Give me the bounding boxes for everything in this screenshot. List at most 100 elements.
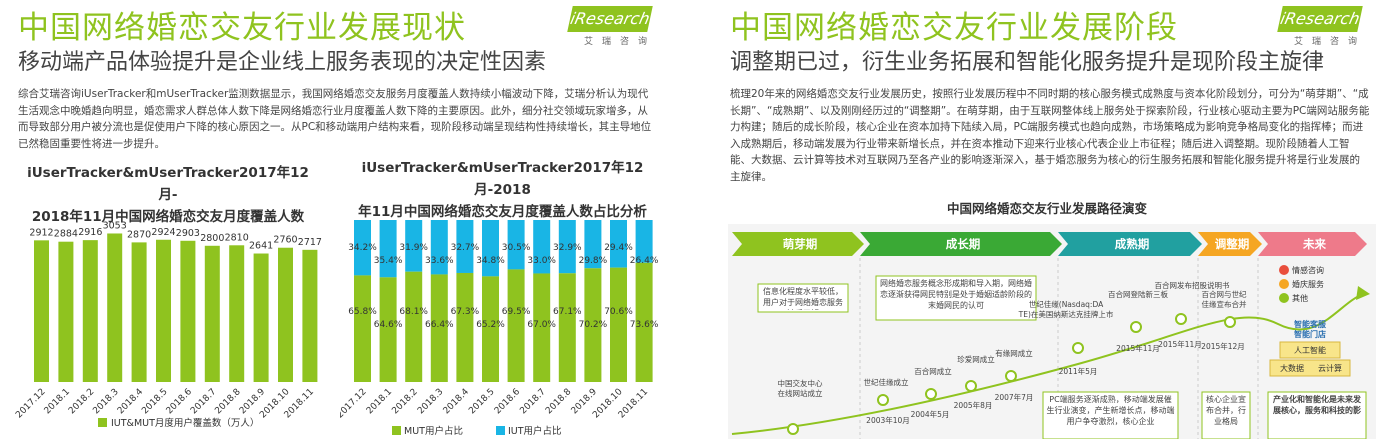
tick-label: 2018.1	[365, 387, 394, 416]
iresearch-logo-right: iResearch 艾瑞咨询	[1277, 4, 1363, 47]
bar-iut	[584, 220, 602, 269]
bar-mut	[635, 262, 653, 382]
summary-paragraph-right: 梳理20年来的网络婚恋交友行业发展历史，按照行业发展历程中不同时期的核心服务模式…	[730, 88, 1370, 183]
legend-swatch	[98, 418, 107, 427]
bar-mut	[507, 269, 525, 382]
event-marker	[1175, 313, 1187, 325]
note-box	[1201, 391, 1251, 439]
bar	[58, 241, 74, 382]
logo-sub: 艾瑞咨询	[584, 37, 657, 47]
future-block-title: 智能门店	[1294, 329, 1326, 339]
right-slide: 中国网络婚恋交友行业发展阶段 iResearch 艾瑞咨询 调整期已过，衍生业务…	[718, 0, 1376, 439]
logo-brand: iResearch	[567, 6, 653, 32]
bar-mut	[430, 274, 448, 382]
legend-label-mut: MUT用户占比	[404, 425, 463, 437]
chart1-title-line2: 2018年11月中国网络婚恋交友月度覆盖人数	[31, 209, 305, 225]
diagram-title: 中国网络婚恋交友行业发展路径演变	[946, 201, 1147, 216]
stage-arrow	[1058, 232, 1202, 256]
future-item-label: 其他	[1292, 293, 1308, 303]
event-marker	[1130, 321, 1142, 333]
event-year: 2007年7月	[995, 392, 1034, 402]
bar-mut	[610, 267, 627, 382]
data-label-mut: 66.4%	[425, 320, 454, 330]
event-label: 百合网与世纪佳缘宣布合并	[1202, 289, 1247, 309]
data-label-iut: 32.7%	[451, 243, 480, 253]
bar	[34, 240, 49, 382]
bar-iut	[430, 220, 448, 275]
event-year: 2015年11月	[1158, 339, 1202, 349]
tick-label: 2018.2	[390, 387, 419, 416]
bar-mut	[456, 272, 474, 382]
bar-iut	[405, 220, 423, 272]
note-text-wrap: 网络婚恋服务概念形成期和导入期，网络婚恋逐渐获得网民特别是处于婚姻适龄阶段的末婚…	[880, 279, 1032, 310]
future-block-title: 智能客服	[1294, 319, 1327, 329]
tick-label: 2018.2	[67, 387, 96, 416]
note-text: 核心企业宣布合并，行业格局	[1206, 395, 1246, 426]
event-year: 2004年5月	[911, 409, 950, 419]
data-label-mut: 70.2%	[579, 320, 608, 330]
note-box	[757, 283, 849, 313]
future-block-label: 云计算	[1318, 363, 1342, 373]
tick-label: 2018.7	[189, 387, 218, 416]
data-label: 2800	[200, 233, 224, 244]
data-label-iut: 35.4%	[374, 256, 403, 266]
data-label-mut: 65.8%	[348, 307, 377, 317]
bar	[302, 249, 318, 382]
bar-mut	[405, 271, 423, 382]
bar-iut	[533, 220, 551, 274]
chart2-title-line1: iUserTracker&mUserTracker2017年12月-2018	[361, 160, 644, 198]
tick-label: 2018.6	[165, 387, 195, 417]
tick-label: 2017.12	[14, 387, 47, 420]
tick-label: 2018.3	[416, 387, 445, 416]
event-year: 2015年12月	[1201, 341, 1245, 351]
page-title-right: 中国网络婚恋交友行业发展阶段	[730, 10, 1178, 46]
stage-arrow	[860, 232, 1062, 256]
summary-paragraph: 综合艾瑞咨询iUserTracker和mUserTracker监测数据显示，我国…	[18, 88, 652, 150]
bar	[131, 242, 147, 382]
data-label-mut: 73.6%	[630, 320, 659, 330]
event-year: 2015年11月	[1116, 343, 1160, 353]
note-text: 网络婚恋服务概念形成期和导入期，网络婚恋逐渐获得网民特别是处于婚姻适龄阶段的末婚…	[880, 279, 1032, 310]
page-title: 中国网络婚恋交友行业发展现状	[18, 10, 466, 46]
event-year: 2005年8月	[954, 400, 993, 410]
bar-iut	[354, 220, 371, 276]
bar-mut	[354, 275, 371, 382]
stage-label: 调整期	[1215, 237, 1250, 251]
event-label: 中国交友中心在线网站成立	[778, 378, 823, 398]
bar	[180, 240, 196, 382]
note-box	[1042, 391, 1179, 439]
bar	[82, 240, 98, 382]
data-label-mut: 70.6%	[604, 307, 633, 317]
data-label-iut: 30.5%	[502, 243, 531, 253]
tick-label: 2017.12	[340, 387, 369, 420]
data-label-iut: 34.8%	[476, 256, 505, 266]
data-label-mut: 69.5%	[502, 307, 531, 317]
stage-label: 成熟期	[1115, 237, 1150, 251]
stage-label: 成长期	[946, 237, 981, 251]
bar-iut	[507, 220, 525, 270]
tick-label: 2018.1	[43, 387, 72, 416]
data-label-iut: 29.4%	[604, 243, 633, 253]
note-box	[1267, 391, 1367, 439]
future-block	[1279, 341, 1341, 359]
stage-label: 未来	[1302, 237, 1326, 251]
bar	[253, 253, 269, 382]
data-label: 2916	[78, 227, 102, 238]
data-label-iut: 26.4%	[630, 256, 659, 266]
tick-label: 2018.4	[442, 387, 472, 417]
chart2-title-line2: 年11月中国网络婚恋交友月度覆盖人数占比分析	[358, 204, 647, 220]
event-marker	[965, 380, 977, 392]
data-label: 2903	[176, 228, 200, 239]
event-label: 百合网成立	[914, 366, 952, 376]
tick-label: 2018.5	[140, 387, 169, 416]
future-item-label: 婚庆服务	[1292, 279, 1324, 289]
bar-iut	[456, 220, 474, 273]
future-block-label: 人工智能	[1294, 345, 1326, 355]
bar-mut	[584, 268, 602, 382]
event-year: 2003年10月	[866, 415, 910, 425]
bar-mut	[533, 273, 551, 382]
bar	[229, 245, 245, 382]
data-label-mut: 67.1%	[553, 307, 582, 317]
event-marker	[925, 388, 937, 400]
data-label: 2641	[249, 241, 273, 252]
